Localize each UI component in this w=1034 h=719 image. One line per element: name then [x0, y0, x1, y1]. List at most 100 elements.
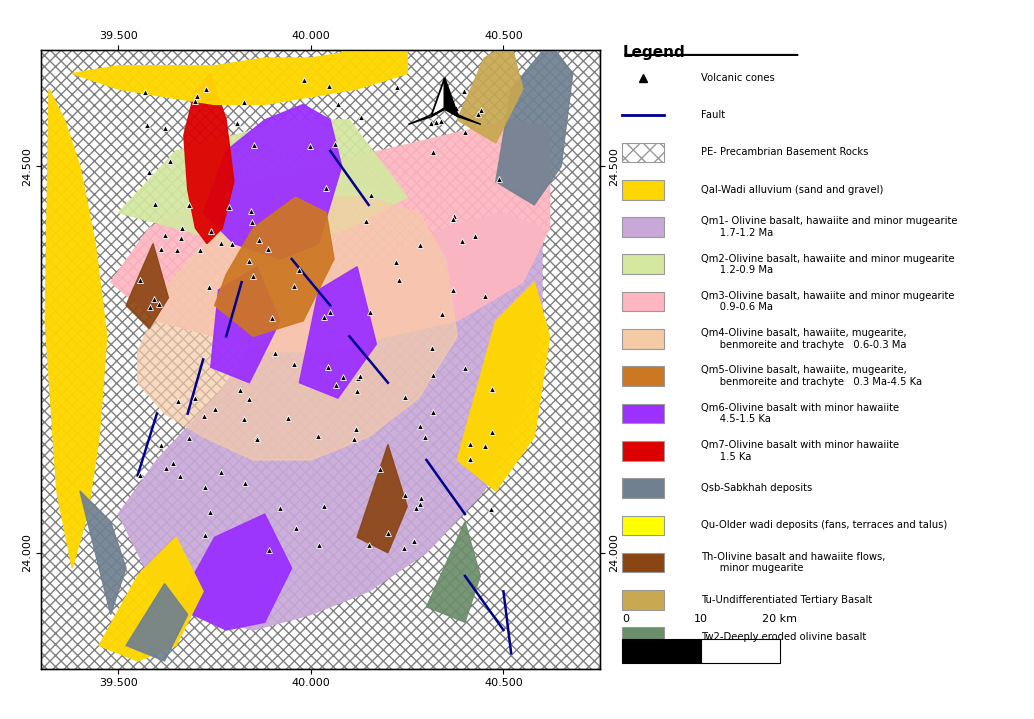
- Polygon shape: [126, 584, 188, 661]
- Polygon shape: [426, 522, 481, 622]
- Point: [461, 454, 478, 465]
- Point: [423, 342, 439, 353]
- Point: [191, 244, 208, 255]
- Bar: [622, 367, 664, 386]
- Polygon shape: [408, 109, 445, 124]
- Point: [196, 529, 213, 541]
- Point: [425, 147, 442, 158]
- Point: [310, 430, 327, 441]
- Point: [261, 544, 277, 556]
- Point: [310, 539, 327, 551]
- Point: [425, 406, 442, 417]
- Point: [484, 426, 500, 438]
- Point: [157, 462, 174, 474]
- Point: [141, 166, 157, 178]
- Point: [423, 117, 439, 129]
- Point: [236, 413, 252, 425]
- Polygon shape: [431, 78, 445, 116]
- Point: [285, 280, 302, 292]
- Point: [352, 371, 368, 383]
- Point: [241, 255, 257, 266]
- Polygon shape: [300, 267, 376, 398]
- Point: [236, 96, 252, 108]
- Point: [153, 244, 170, 255]
- Bar: [622, 638, 701, 664]
- Point: [291, 264, 307, 275]
- Point: [180, 432, 196, 444]
- Point: [327, 138, 343, 150]
- Point: [197, 83, 214, 95]
- Point: [484, 383, 500, 395]
- Point: [321, 81, 337, 92]
- Point: [202, 507, 218, 518]
- Polygon shape: [72, 50, 407, 104]
- Point: [320, 362, 336, 373]
- Point: [348, 385, 365, 397]
- Point: [146, 293, 162, 305]
- Point: [246, 139, 263, 150]
- Bar: [622, 478, 664, 498]
- Point: [136, 86, 153, 97]
- Point: [151, 298, 168, 310]
- Point: [195, 411, 212, 422]
- Bar: [622, 292, 664, 311]
- Point: [186, 392, 203, 403]
- Point: [241, 393, 257, 405]
- Point: [457, 362, 474, 374]
- Point: [397, 490, 414, 501]
- Point: [296, 75, 312, 86]
- Point: [448, 102, 464, 114]
- Point: [267, 347, 283, 359]
- Point: [316, 500, 333, 512]
- Polygon shape: [203, 104, 341, 259]
- Text: Volcanic cones: Volcanic cones: [701, 73, 774, 83]
- Polygon shape: [211, 267, 280, 383]
- Text: Legend: Legend: [622, 45, 686, 60]
- Polygon shape: [45, 89, 107, 568]
- Point: [456, 85, 473, 96]
- Point: [477, 290, 493, 302]
- Point: [379, 528, 396, 539]
- Point: [172, 470, 188, 482]
- Point: [349, 372, 366, 384]
- Polygon shape: [99, 537, 203, 661]
- Point: [248, 434, 265, 445]
- Point: [412, 420, 428, 431]
- Bar: [622, 217, 664, 237]
- Point: [428, 116, 445, 128]
- Point: [335, 371, 352, 383]
- Bar: [622, 516, 664, 535]
- Point: [188, 90, 205, 101]
- Text: Qm3-Olivine basalt, hawaiite and minor mugearite
      0.9-0.6 Ma: Qm3-Olivine basalt, hawaiite and minor m…: [701, 290, 954, 312]
- Point: [429, 99, 446, 110]
- Polygon shape: [445, 78, 458, 116]
- Point: [371, 464, 388, 475]
- Point: [285, 359, 302, 370]
- Text: Qm7-Olivine basalt with minor hawaiite
      1.5 Ka: Qm7-Olivine basalt with minor hawaiite 1…: [701, 440, 900, 462]
- Point: [132, 274, 149, 285]
- Polygon shape: [126, 244, 169, 329]
- Point: [169, 244, 185, 256]
- Point: [490, 173, 507, 185]
- Text: Tu-Undifferentiated Tertiary Basalt: Tu-Undifferentiated Tertiary Basalt: [701, 595, 873, 605]
- Point: [139, 119, 155, 131]
- Point: [425, 370, 442, 381]
- Point: [243, 216, 260, 227]
- Text: Th-Olivine basalt and hawaiite flows,
      minor mugearite: Th-Olivine basalt and hawaiite flows, mi…: [701, 552, 885, 574]
- Point: [407, 502, 424, 513]
- Text: Qm4-Olivine basalt, hawaiite, mugearite,
      benmoreite and trachyte   0.6-0.3: Qm4-Olivine basalt, hawaiite, mugearite,…: [701, 328, 907, 349]
- Point: [315, 311, 332, 322]
- Point: [388, 257, 404, 268]
- Polygon shape: [138, 197, 457, 460]
- Point: [445, 284, 461, 296]
- Polygon shape: [457, 282, 550, 491]
- Point: [131, 470, 148, 481]
- Point: [156, 122, 173, 134]
- Point: [473, 104, 489, 115]
- Text: Qu-Older wadi deposits (fans, terraces and talus): Qu-Older wadi deposits (fans, terraces a…: [701, 521, 947, 531]
- Point: [412, 239, 428, 251]
- Bar: [701, 638, 780, 664]
- Point: [358, 216, 374, 227]
- Polygon shape: [118, 213, 542, 630]
- Point: [322, 306, 338, 318]
